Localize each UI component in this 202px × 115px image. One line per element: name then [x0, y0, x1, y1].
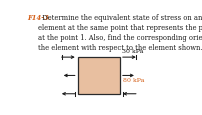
Text: 80 kPa: 80 kPa: [123, 78, 144, 83]
Bar: [78, 58, 120, 94]
Text: Determine the equivalent state of stress on an
element at the same point that re: Determine the equivalent state of stress…: [38, 14, 202, 51]
Text: F14-3.: F14-3.: [27, 14, 51, 22]
Text: 30 kPa: 30 kPa: [122, 48, 143, 53]
